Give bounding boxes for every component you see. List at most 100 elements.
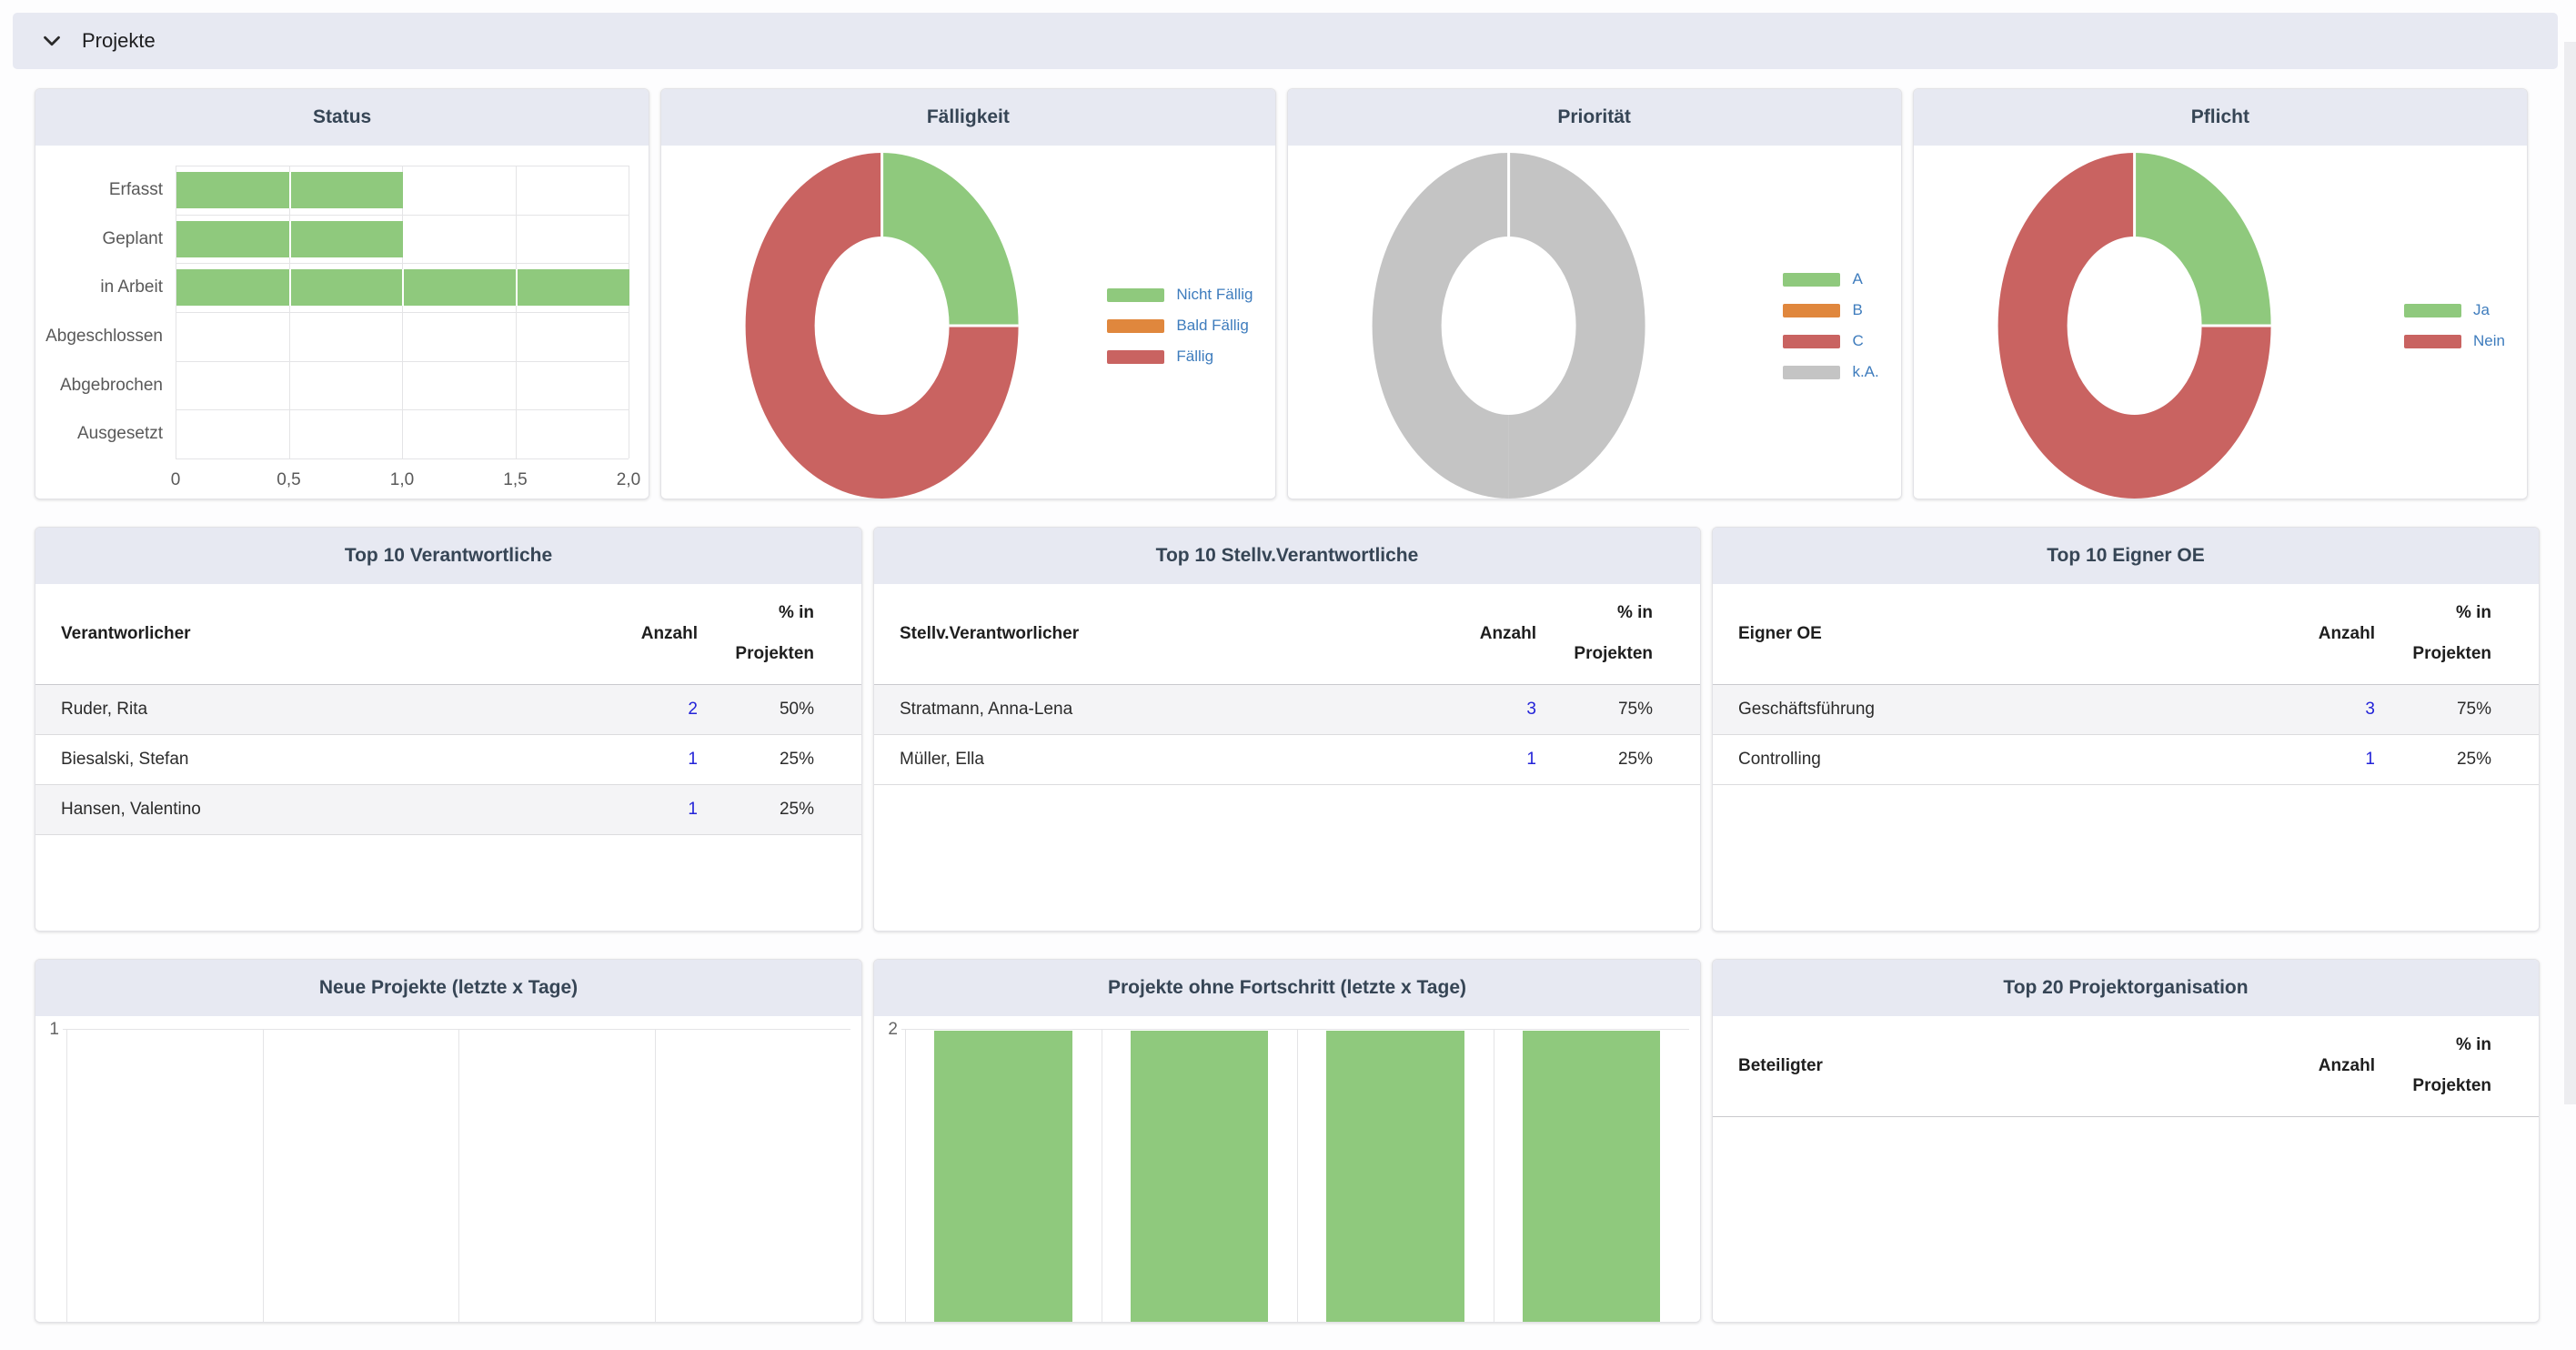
column-header-anzahl: Anzahl	[598, 624, 698, 644]
y-gridline	[176, 458, 629, 459]
faelligkeit-card-title: Fälligkeit	[927, 106, 1010, 128]
faelligkeit-card: Fälligkeit Nicht Fällig Bald Fällig Fällig	[660, 88, 1275, 499]
chart-legend: Ja Nein	[2404, 304, 2505, 366]
donut-slice[interactable]	[882, 153, 1019, 326]
category-label: in Arbeit	[35, 263, 163, 312]
percent-header-line2: Projekten	[1536, 634, 1653, 675]
legend-swatch	[1107, 350, 1164, 364]
row-percent: 50%	[698, 700, 814, 720]
projekte-section-header[interactable]: Projekte	[13, 13, 2558, 69]
column-header-anzahl: Anzahl	[2275, 624, 2375, 644]
percent-header-line2: Projekten	[698, 634, 814, 675]
legend-label: B	[1852, 301, 1862, 319]
gridline-over-bar	[289, 221, 291, 257]
prioritaet-card-header: Priorität	[1288, 89, 1901, 146]
pflicht-card-title: Pflicht	[2191, 106, 2249, 128]
row-count: 1	[598, 750, 698, 770]
donut-slice[interactable]	[1508, 153, 1645, 499]
y-gridline	[176, 409, 629, 410]
column-header-anzahl: Anzahl	[2275, 1056, 2375, 1076]
vertical-scrollbar[interactable]	[2564, 42, 2576, 1104]
column-header-name: Eigner OE	[1738, 624, 2275, 644]
count-link[interactable]: 1	[688, 800, 698, 819]
mini-bar[interactable]	[1326, 1031, 1464, 1322]
legend-swatch	[1783, 304, 1840, 317]
section-title: Projekte	[82, 29, 156, 53]
legend-item[interactable]: Nein	[2404, 335, 2505, 348]
row-count: 1	[1436, 750, 1536, 770]
count-link[interactable]: 1	[2365, 750, 2375, 769]
legend-label: Fällig	[1176, 348, 1213, 366]
row-percent: 25%	[698, 800, 814, 820]
status-bar[interactable]	[176, 172, 403, 208]
count-link[interactable]: 2	[688, 700, 698, 719]
x-tick-label: 1,5	[484, 470, 548, 490]
top20-projektorg-title: Top 20 Projektorganisation	[2003, 977, 2248, 999]
status-bar[interactable]	[176, 269, 629, 306]
y-gridline	[176, 263, 629, 264]
percent-header-line1: % in	[1536, 593, 1653, 634]
row-name: Geschäftsführung	[1738, 700, 2275, 720]
count-link[interactable]: 3	[2365, 700, 2375, 719]
column-header-name: Stellv.Verantworlicher	[900, 624, 1436, 644]
count-link[interactable]: 1	[1526, 750, 1536, 769]
donut-slice[interactable]	[2134, 153, 2270, 326]
legend-label: Ja	[2473, 301, 2490, 319]
percent-header-line1: % in	[698, 593, 814, 634]
column-header-name: Beteiligter	[1738, 1056, 2275, 1076]
legend-item[interactable]: Ja	[2404, 304, 2505, 317]
legend-item[interactable]: B	[1783, 304, 1878, 317]
percent-header-line2: Projekten	[2375, 634, 2491, 675]
row-name: Controlling	[1738, 750, 2275, 770]
legend-item[interactable]: A	[1783, 273, 1878, 287]
count-link[interactable]: 3	[1526, 700, 1536, 719]
y-gridline	[176, 361, 629, 362]
legend-item[interactable]: Nicht Fällig	[1107, 288, 1253, 302]
gridline-over-bar	[289, 172, 291, 208]
y-gridline	[176, 312, 629, 313]
donut-slice[interactable]	[1372, 153, 1508, 499]
legend-item[interactable]: Bald Fällig	[1107, 319, 1253, 333]
neue-projekte-card: Neue Projekte (letzte x Tage) 1	[35, 959, 862, 1323]
legend-item[interactable]: Fällig	[1107, 350, 1253, 364]
row-percent: 25%	[2375, 750, 2491, 770]
legend-swatch	[2404, 304, 2461, 317]
legend-swatch	[1783, 366, 1840, 379]
plot-top-line	[63, 1029, 850, 1030]
status-bar[interactable]	[176, 221, 403, 257]
pflicht-card-header: Pflicht	[1914, 89, 2527, 146]
row-percent: 75%	[2375, 700, 2491, 720]
mini-bar[interactable]	[1131, 1031, 1269, 1322]
ohne-fortschritt-card: Projekte ohne Fortschritt (letzte x Tage…	[873, 959, 1701, 1323]
x-tick-label: 0,5	[257, 470, 321, 490]
y-axis-line	[905, 1029, 906, 1322]
row-count: 1	[598, 800, 698, 820]
legend-label: Nicht Fällig	[1176, 286, 1253, 304]
category-label: Abgebrochen	[35, 361, 163, 410]
mini-bar[interactable]	[1523, 1031, 1661, 1322]
mini-bar[interactable]	[934, 1031, 1072, 1322]
legend-item[interactable]: C	[1783, 335, 1878, 348]
plot-top-line	[901, 1029, 1689, 1030]
column-header-anzahl: Anzahl	[1436, 624, 1536, 644]
gridline-over-bar	[289, 269, 291, 306]
column-header-name: Verantworlicher	[61, 624, 598, 644]
legend-swatch	[1107, 319, 1164, 333]
count-link[interactable]: 1	[688, 750, 698, 769]
legend-item[interactable]: k.A.	[1783, 366, 1878, 379]
chart-legend: Nicht Fällig Bald Fällig Fällig	[1107, 288, 1253, 381]
